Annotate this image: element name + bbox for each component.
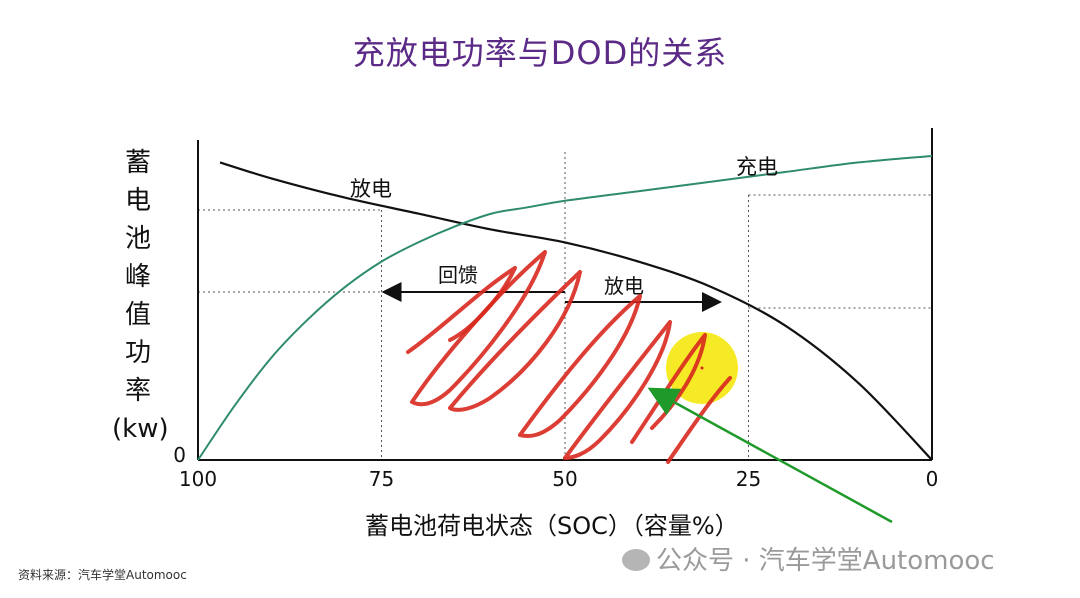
page-title: 充放电功率与DOD的关系 [352, 34, 728, 72]
highlight-dot [700, 366, 704, 370]
watermark: 公众号 · 汽车学堂Automooc [622, 540, 995, 577]
series-line-discharge [219, 161, 933, 461]
wechat-icon [622, 548, 650, 571]
chart-gridlines [198, 152, 932, 460]
chart-axes [197, 128, 933, 461]
y-axis-label-char: 电 [124, 186, 151, 216]
source-note: 资料来源：汽车学堂Automooc [18, 568, 187, 582]
red-scribble-mark [410, 250, 547, 407]
y-axis-label-char: 率 [124, 376, 151, 406]
x-tick-label: 0 [926, 467, 939, 491]
red-scribble-mark [448, 270, 582, 412]
watermark-text: 公众号 · 汽车学堂Automooc [656, 546, 995, 576]
y-axis-label-char: 值 [124, 300, 151, 330]
annotation-charge-label: 充电 [736, 155, 778, 179]
annotation-discharge-range-label: 放电 [604, 274, 644, 298]
y-axis-label-char: 功 [124, 338, 151, 368]
markup-overlay [406, 250, 893, 524]
y-tick-label: 0 [173, 443, 186, 467]
annotation-feedback-label: 回馈 [438, 263, 478, 287]
x-tick-label: 100 [179, 467, 217, 491]
y-axis-label: 蓄电池峰值功率 (kw) [112, 144, 169, 448]
chart-ticks: 100 75 50 25 0 0 [173, 443, 938, 491]
red-scribble-mark [563, 320, 672, 460]
x-tick-label: 50 [552, 467, 577, 491]
x-axis-label: 蓄电池荷电状态（SOC）（容量%） [365, 512, 739, 540]
chart-series [197, 155, 933, 461]
green-pointer-arrow [647, 387, 893, 524]
y-axis-label-char: 池 [124, 224, 151, 254]
y-axis-label-char: 峰 [124, 262, 151, 292]
annotation-discharge-label: 放电 [350, 177, 392, 201]
x-tick-label: 25 [736, 467, 761, 491]
y-axis-label-char: (kw) [112, 414, 169, 444]
y-axis-label-char: 蓄 [124, 148, 151, 178]
series-line-charge [197, 155, 933, 461]
red-scribble-mark [518, 294, 642, 439]
x-tick-label: 75 [369, 467, 394, 491]
